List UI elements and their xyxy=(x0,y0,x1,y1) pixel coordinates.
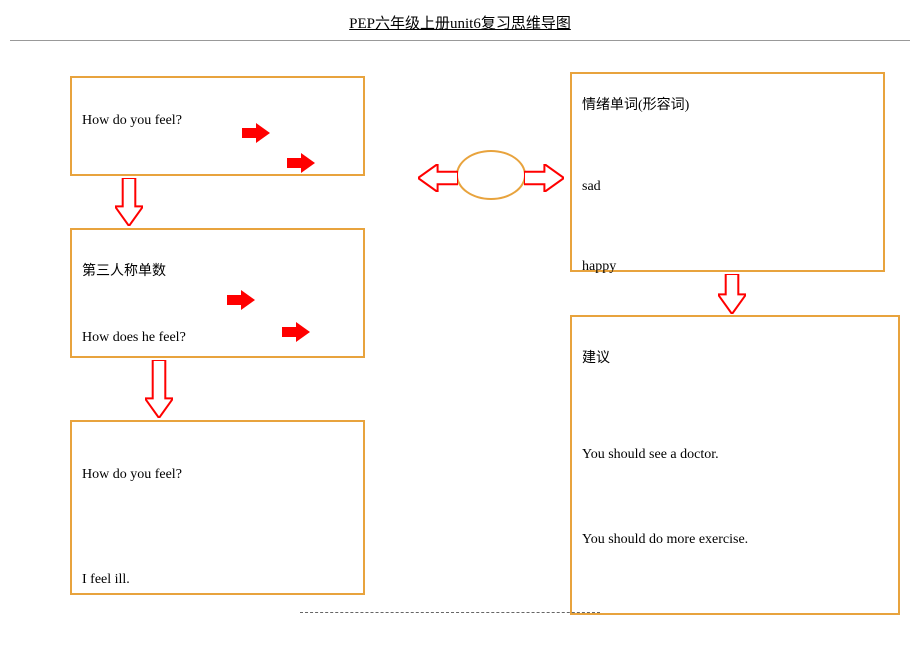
text-how-do-you-feel: How do you feel? xyxy=(82,113,182,129)
text-emotion-words: 情绪单词(形容词) xyxy=(582,94,689,114)
header-rule xyxy=(10,40,910,41)
red-arrow-icon xyxy=(287,153,315,173)
arrow-down-icon xyxy=(718,274,746,314)
arrow-down-icon xyxy=(145,360,173,418)
arrow-right-icon xyxy=(524,164,564,192)
text-sad: sad xyxy=(582,179,601,195)
text-i-feel-ill: I feel ill. xyxy=(82,572,130,588)
text-see-doctor: You should see a doctor. xyxy=(582,447,719,463)
center-ellipse xyxy=(456,150,526,200)
text-how-does-he-feel: How does he feel? xyxy=(82,330,186,346)
text-happy: happy xyxy=(582,259,616,275)
box-bottom-left: How do you feel? I feel ill. xyxy=(70,420,365,595)
text-how-do-you-feel-2: How do you feel? xyxy=(82,467,182,483)
box-top-left: How do you feel? xyxy=(70,76,365,176)
red-arrow-icon xyxy=(242,123,270,143)
page-title: PEP六年级上册unit6复习思维导图 xyxy=(349,12,571,33)
box-top-right: 情绪单词(形容词) sad happy xyxy=(570,72,885,272)
red-arrow-icon xyxy=(227,290,255,310)
red-arrow-icon xyxy=(282,322,310,342)
box-bottom-right: 建议 You should see a doctor. You should d… xyxy=(570,315,900,615)
dashed-separator xyxy=(300,612,600,613)
text-suggestion: 建议 xyxy=(582,347,610,367)
arrow-down-icon xyxy=(115,178,143,226)
text-more-exercise: You should do more exercise. xyxy=(582,532,748,548)
text-third-person: 第三人称单数 xyxy=(82,260,166,280)
arrow-left-icon xyxy=(418,164,458,192)
box-mid-left: 第三人称单数 How does he feel? xyxy=(70,228,365,358)
